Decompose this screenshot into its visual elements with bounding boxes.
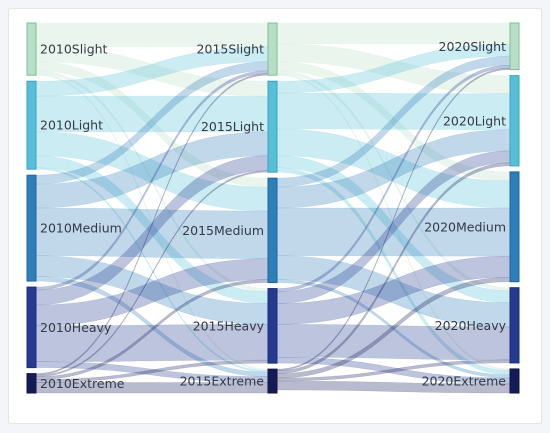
sankey-links	[35, 22, 511, 394]
node-label-2015Heavy: 2015Heavy	[193, 318, 265, 333]
node-2020Light	[509, 75, 520, 167]
node-label-2015Light: 2015Light	[201, 119, 264, 134]
node-label-2010Light: 2010Light	[40, 118, 103, 133]
node-label-2015Extreme: 2015Extreme	[180, 374, 265, 389]
node-2010Slight	[26, 22, 37, 76]
node-label-2015Medium: 2015Medium	[182, 223, 264, 238]
node-label-2010Extreme: 2010Extreme	[40, 376, 125, 391]
node-2010Heavy	[26, 286, 37, 369]
node-label-2020Slight: 2020Slight	[439, 39, 507, 54]
node-label-2020Light: 2020Light	[443, 113, 506, 128]
node-2015Slight	[267, 22, 278, 76]
sankey-diagram: 2010Slight 2010Light 2010Medium 2010Heavy 20…	[26, 22, 520, 394]
node-2015Light	[267, 80, 278, 173]
node-2015Medium	[267, 177, 278, 284]
node-2020Heavy	[509, 287, 520, 364]
node-2015Extreme	[267, 368, 278, 394]
node-2020Extreme	[509, 368, 520, 394]
node-label-2010Medium: 2010Medium	[40, 221, 122, 236]
node-label-2020Extreme: 2020Extreme	[422, 373, 507, 388]
diagram-card: 2010Slight 2010Light 2010Medium 2010Heavy 20…	[8, 8, 542, 424]
node-2010Extreme	[26, 373, 37, 394]
node-label-2015Slight: 2015Slight	[197, 42, 265, 57]
node-2010Light	[26, 80, 37, 170]
node-2020Medium	[509, 171, 520, 283]
node-2010Medium	[26, 174, 37, 282]
node-label-2020Medium: 2020Medium	[424, 219, 506, 234]
node-label-2010Slight: 2010Slight	[40, 42, 108, 57]
node-2020Slight	[509, 22, 520, 71]
sankey-nodes: 2010Slight 2010Light 2010Medium 2010Heavy 20…	[26, 22, 520, 394]
node-2015Heavy	[267, 288, 278, 364]
node-label-2020Heavy: 2020Heavy	[435, 318, 507, 333]
node-label-2010Heavy: 2010Heavy	[40, 320, 112, 335]
